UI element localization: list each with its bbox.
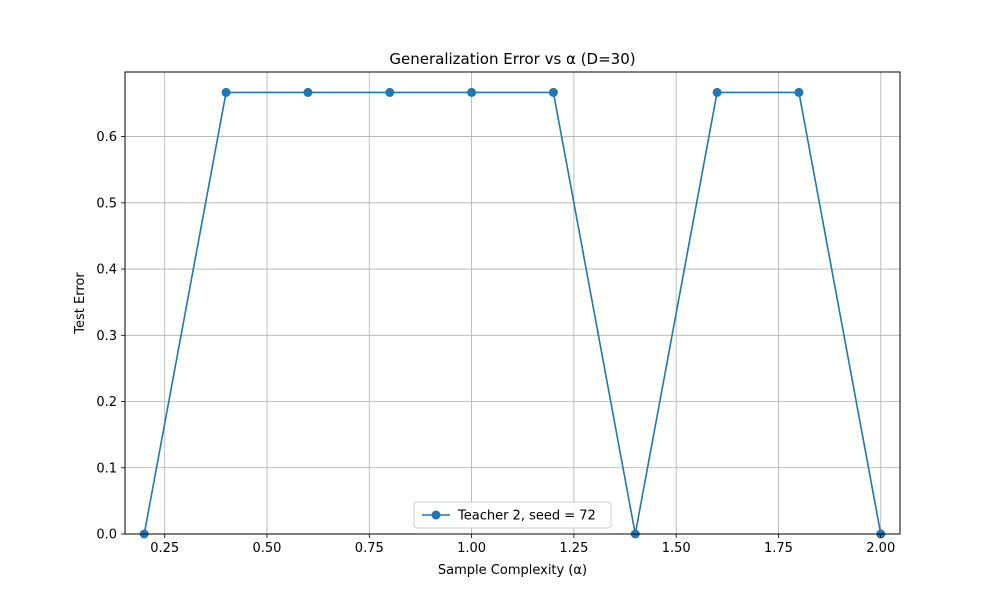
x-axis-label: Sample Complexity (α) — [438, 563, 587, 578]
y-tick-label: 0.0 — [96, 528, 117, 543]
y-axis-label: Test Error — [73, 272, 88, 335]
data-point — [712, 87, 722, 97]
y-tick-label: 0.1 — [96, 461, 117, 476]
legend-box — [413, 501, 612, 529]
legend-label: Teacher 2, seed = 72 — [457, 509, 596, 524]
y-tick-label: 0.2 — [96, 395, 117, 410]
data-point — [467, 87, 477, 97]
y-tick-label: 0.5 — [96, 196, 117, 211]
series-layer — [139, 87, 886, 539]
y-tick-label: 0.6 — [96, 130, 117, 145]
data-point — [221, 87, 231, 97]
x-tick-label: 0.50 — [253, 541, 282, 556]
x-tick-label: 0.25 — [150, 541, 179, 556]
x-tick-label: 1.25 — [559, 541, 588, 556]
series-line — [143, 91, 882, 535]
y-tick-label: 0.4 — [96, 263, 117, 278]
y-tick-label: 0.3 — [96, 329, 117, 344]
legend: Teacher 2, seed = 72 — [413, 501, 612, 529]
data-point — [794, 87, 804, 97]
legend-marker — [431, 510, 441, 520]
data-point — [303, 87, 313, 97]
x-tick-label: 1.00 — [457, 541, 486, 556]
x-tick-label: 1.75 — [764, 541, 793, 556]
plot-frame — [124, 71, 901, 535]
grid-lines — [125, 72, 900, 535]
data-point — [385, 87, 395, 97]
data-point — [548, 87, 558, 97]
x-tick-label: 2.00 — [866, 541, 895, 556]
x-tick-label: 0.75 — [355, 541, 384, 556]
x-tick-label: 1.50 — [662, 541, 691, 556]
axis-ticks: 0.25 0.50 0.75 1.00 1.25 1.50 1.75 2.00 0.0 0.1 0.… — [96, 130, 895, 556]
chart-title: Generalization Error vs α (D=30) — [389, 50, 635, 68]
